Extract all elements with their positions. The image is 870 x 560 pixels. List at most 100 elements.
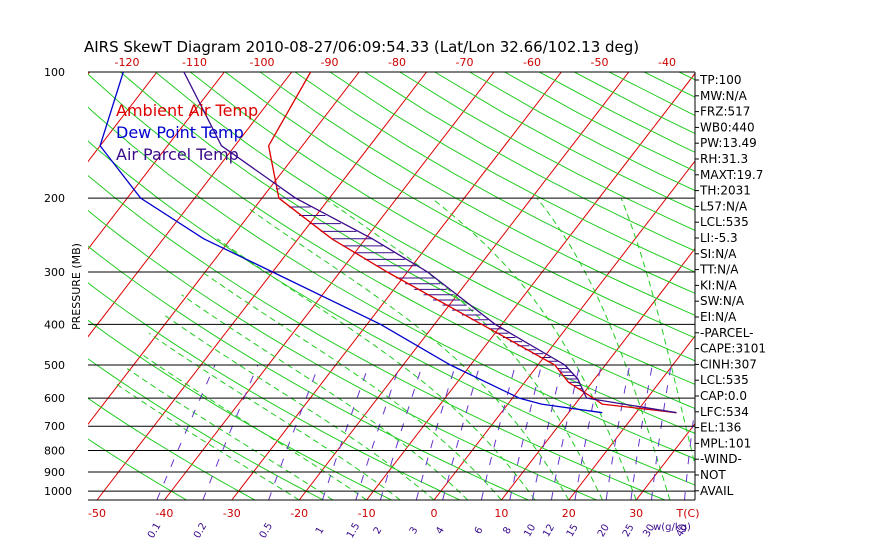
stability-index: KI:N/A	[700, 278, 737, 292]
mixing-ratio-tick-label: 0.5	[258, 521, 275, 540]
dry-adiabat-line	[364, 72, 695, 252]
isobar-lines	[88, 72, 695, 492]
mixing-ratio-unit: w(g/kg)	[653, 522, 691, 533]
top-temp-tick-label: -120	[115, 56, 140, 69]
dry-adiabat-line	[120, 72, 695, 410]
mixing-ratio-line	[509, 364, 542, 500]
mixing-ratio-tick-label: 0.1	[146, 521, 163, 540]
dry-adiabat-line	[88, 282, 461, 500]
mixing-ratio-line	[268, 364, 320, 500]
stability-index: SI:N/A	[700, 247, 737, 261]
moist-adiabat-line	[431, 197, 637, 500]
dry-adiabat-lines	[88, 72, 870, 500]
dry-adiabat-line	[88, 106, 695, 460]
pressure-tick-label: 100	[44, 66, 65, 79]
top-temp-tick-label: -90	[321, 56, 339, 69]
chart-title: AIRS SkewT Diagram 2010-08-27/06:09:54.3…	[84, 38, 639, 56]
moist-adiabat-line	[140, 353, 367, 500]
dew-point-temp-line	[99, 72, 603, 414]
stability-index: L57:N/A	[700, 199, 748, 213]
top-temp-tick-label: -110	[182, 56, 207, 69]
dry-adiabat-line	[224, 72, 695, 339]
stability-index: CAPE:3101	[700, 342, 766, 356]
mixing-ratio-tick-label: 15	[565, 523, 581, 540]
isotherm-line	[88, 72, 225, 250]
pressure-tick-label: 700	[44, 420, 65, 433]
mixing-ratio-tick-label: 2	[372, 525, 385, 536]
dry-adiabat-line	[88, 174, 666, 500]
stability-index: WB0:440	[700, 120, 755, 134]
mixing-ratio-line	[605, 364, 631, 500]
dry-adiabat-line	[88, 438, 187, 500]
bottom-temp-ticks: -50 -40 -30 -20 -10 0 10 20 30 T(C)	[88, 499, 699, 520]
isotherm-line	[88, 72, 293, 338]
stability-index: RH:31.3	[700, 152, 748, 166]
mixing-ratio-tick-label: 1.5	[345, 521, 362, 540]
stability-index: -PARCEL-	[700, 326, 754, 340]
dry-adiabat-line	[88, 358, 324, 500]
bottom-temp-tick-label: -30	[223, 507, 241, 520]
isotherm-line	[298, 72, 630, 500]
dry-adiabat-line	[469, 72, 695, 192]
dry-adiabat-line	[749, 72, 870, 500]
bottom-temp-tick-label: -20	[290, 507, 308, 520]
top-temp-tick-label: -40	[658, 56, 676, 69]
mixing-ratio-ticks: 0.1 0.2 0.5 1 1.5 2 3 4 6 8 10 12 15 20 25 30 40w(g/kg)	[146, 521, 691, 540]
mixing-ratio-line	[532, 364, 563, 500]
legend: Ambient Air Temp Dew Point Temp Air Parcel…	[116, 101, 258, 164]
mixing-ratio-tick-label: 6	[473, 525, 486, 536]
moist-adiabat-line	[181, 294, 469, 500]
mixing-ratio-tick-label: 10	[522, 523, 538, 540]
bottom-temp-tick-label: 10	[494, 507, 508, 520]
pressure-tick-label: 900	[44, 466, 65, 479]
stability-index: MAXT:19.7	[700, 168, 763, 182]
mixing-ratio-tick-label: 20	[596, 522, 612, 539]
isotherm-line	[635, 422, 695, 500]
mixing-ratio-line	[442, 364, 481, 500]
moist-adiabat-line	[324, 197, 603, 500]
mixing-ratio-tick-label: 25	[621, 522, 637, 539]
dry-adiabat-line	[88, 73, 695, 434]
mixing-ratio-tick-label: 1	[314, 525, 327, 536]
dry-adiabat-line	[329, 72, 695, 273]
top-temp-ticks: -120 -110 -100 -90 -80 -70 -60 -50 -40	[88, 56, 695, 73]
dry-adiabat-line	[88, 319, 392, 500]
bottom-temp-tick-label: 30	[629, 507, 643, 520]
dry-adiabat-line	[88, 209, 597, 500]
mixing-ratio-line	[630, 364, 653, 500]
top-temp-tick-label: -100	[250, 56, 275, 69]
dry-adiabat-line	[854, 72, 870, 500]
isotherm-line	[231, 72, 562, 500]
mixing-ratio-line	[322, 364, 370, 500]
top-temp-tick-label: -70	[456, 56, 474, 69]
stability-index: NOT	[700, 468, 726, 482]
mixing-ratio-line	[156, 364, 216, 500]
dry-adiabat-line	[434, 72, 695, 211]
isotherm-line	[771, 72, 870, 500]
mixing-ratio-tick-label: 8	[501, 525, 514, 536]
stability-index: LCL:535	[700, 215, 749, 229]
stability-index: TH:2031	[699, 184, 751, 198]
cape-hatching	[275, 188, 584, 393]
legend-entry: Air Parcel Temp	[116, 145, 239, 164]
moist-adiabat-line	[217, 238, 536, 500]
stability-index: SW:N/A	[700, 294, 745, 308]
stability-index: MPL:101	[700, 436, 751, 450]
mixing-ratio-line	[684, 404, 695, 500]
stability-index: TT:N/A	[699, 263, 739, 277]
bottom-temp-tick-label: -40	[155, 507, 173, 520]
mixing-ratio-tick-label: 0.2	[192, 521, 209, 540]
top-temp-tick-label: -80	[388, 56, 406, 69]
stability-index: PW:13.49	[700, 136, 757, 150]
stability-index: LFC:534	[700, 405, 749, 419]
pressure-tick-label: 800	[44, 445, 65, 458]
plot-area	[88, 72, 870, 500]
mixing-ratio-line	[550, 364, 581, 500]
stability-index: TP:100	[699, 73, 742, 87]
mixing-ratio-line	[415, 364, 456, 500]
pressure-tick-label: 1000	[44, 485, 72, 498]
dry-adiabat-line	[819, 72, 870, 500]
stability-index: CINH:307	[700, 357, 757, 371]
mixing-ratio-line	[379, 364, 423, 500]
pressure-tick-label: 200	[44, 192, 65, 205]
